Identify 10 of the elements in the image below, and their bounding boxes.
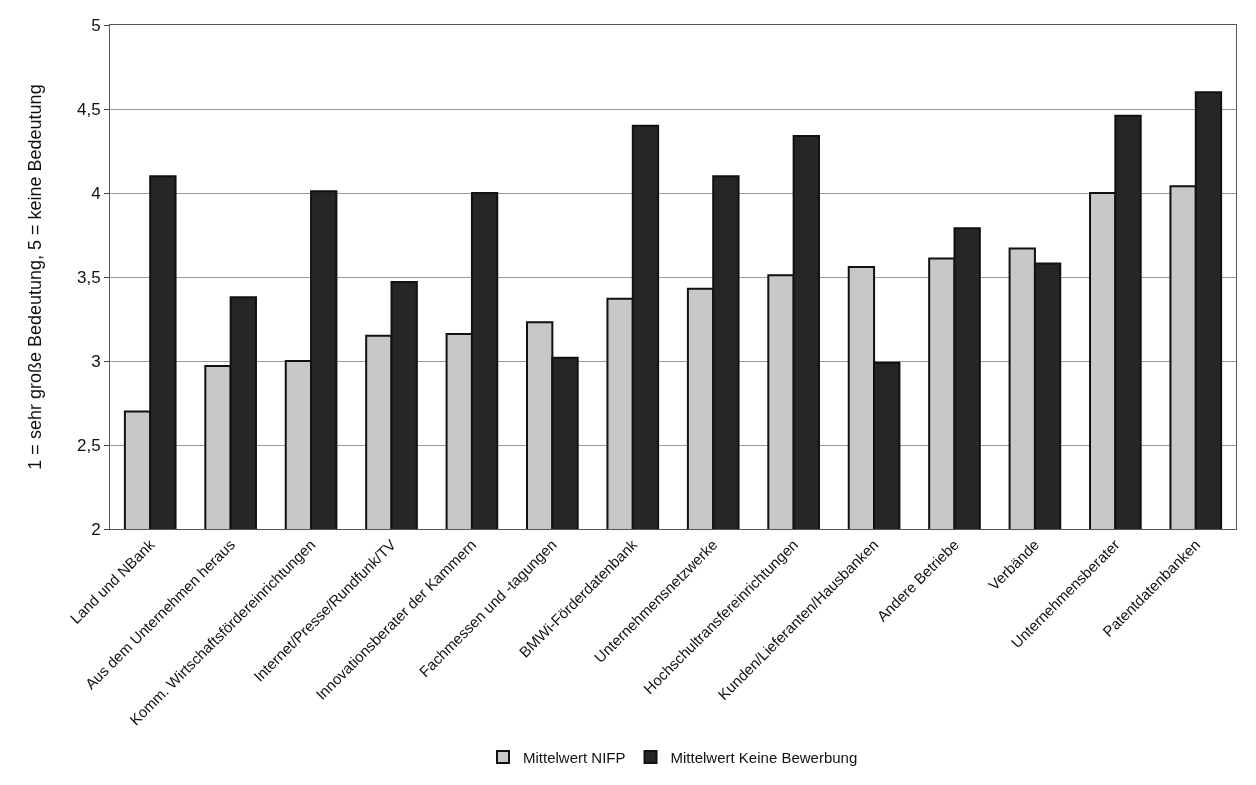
y-tick-label: 2,5 — [76, 435, 101, 455]
legend-label: Mittelwert Keine Bewerbung — [670, 748, 858, 766]
y-tick-label: 3 — [91, 351, 101, 371]
y-axis-title: 1 = sehr große Bedeutung, 5 = keine Bedeutung — [25, 84, 46, 470]
legend-label: Mittelwert NIFP — [523, 748, 626, 766]
y-tick-label: 4,5 — [76, 99, 101, 119]
y-tick-label: 4 — [91, 183, 101, 203]
y-tick-label: 3,5 — [76, 267, 101, 287]
y-tick-label: 5 — [91, 15, 101, 35]
y-tick-label: 2 — [91, 519, 101, 539]
